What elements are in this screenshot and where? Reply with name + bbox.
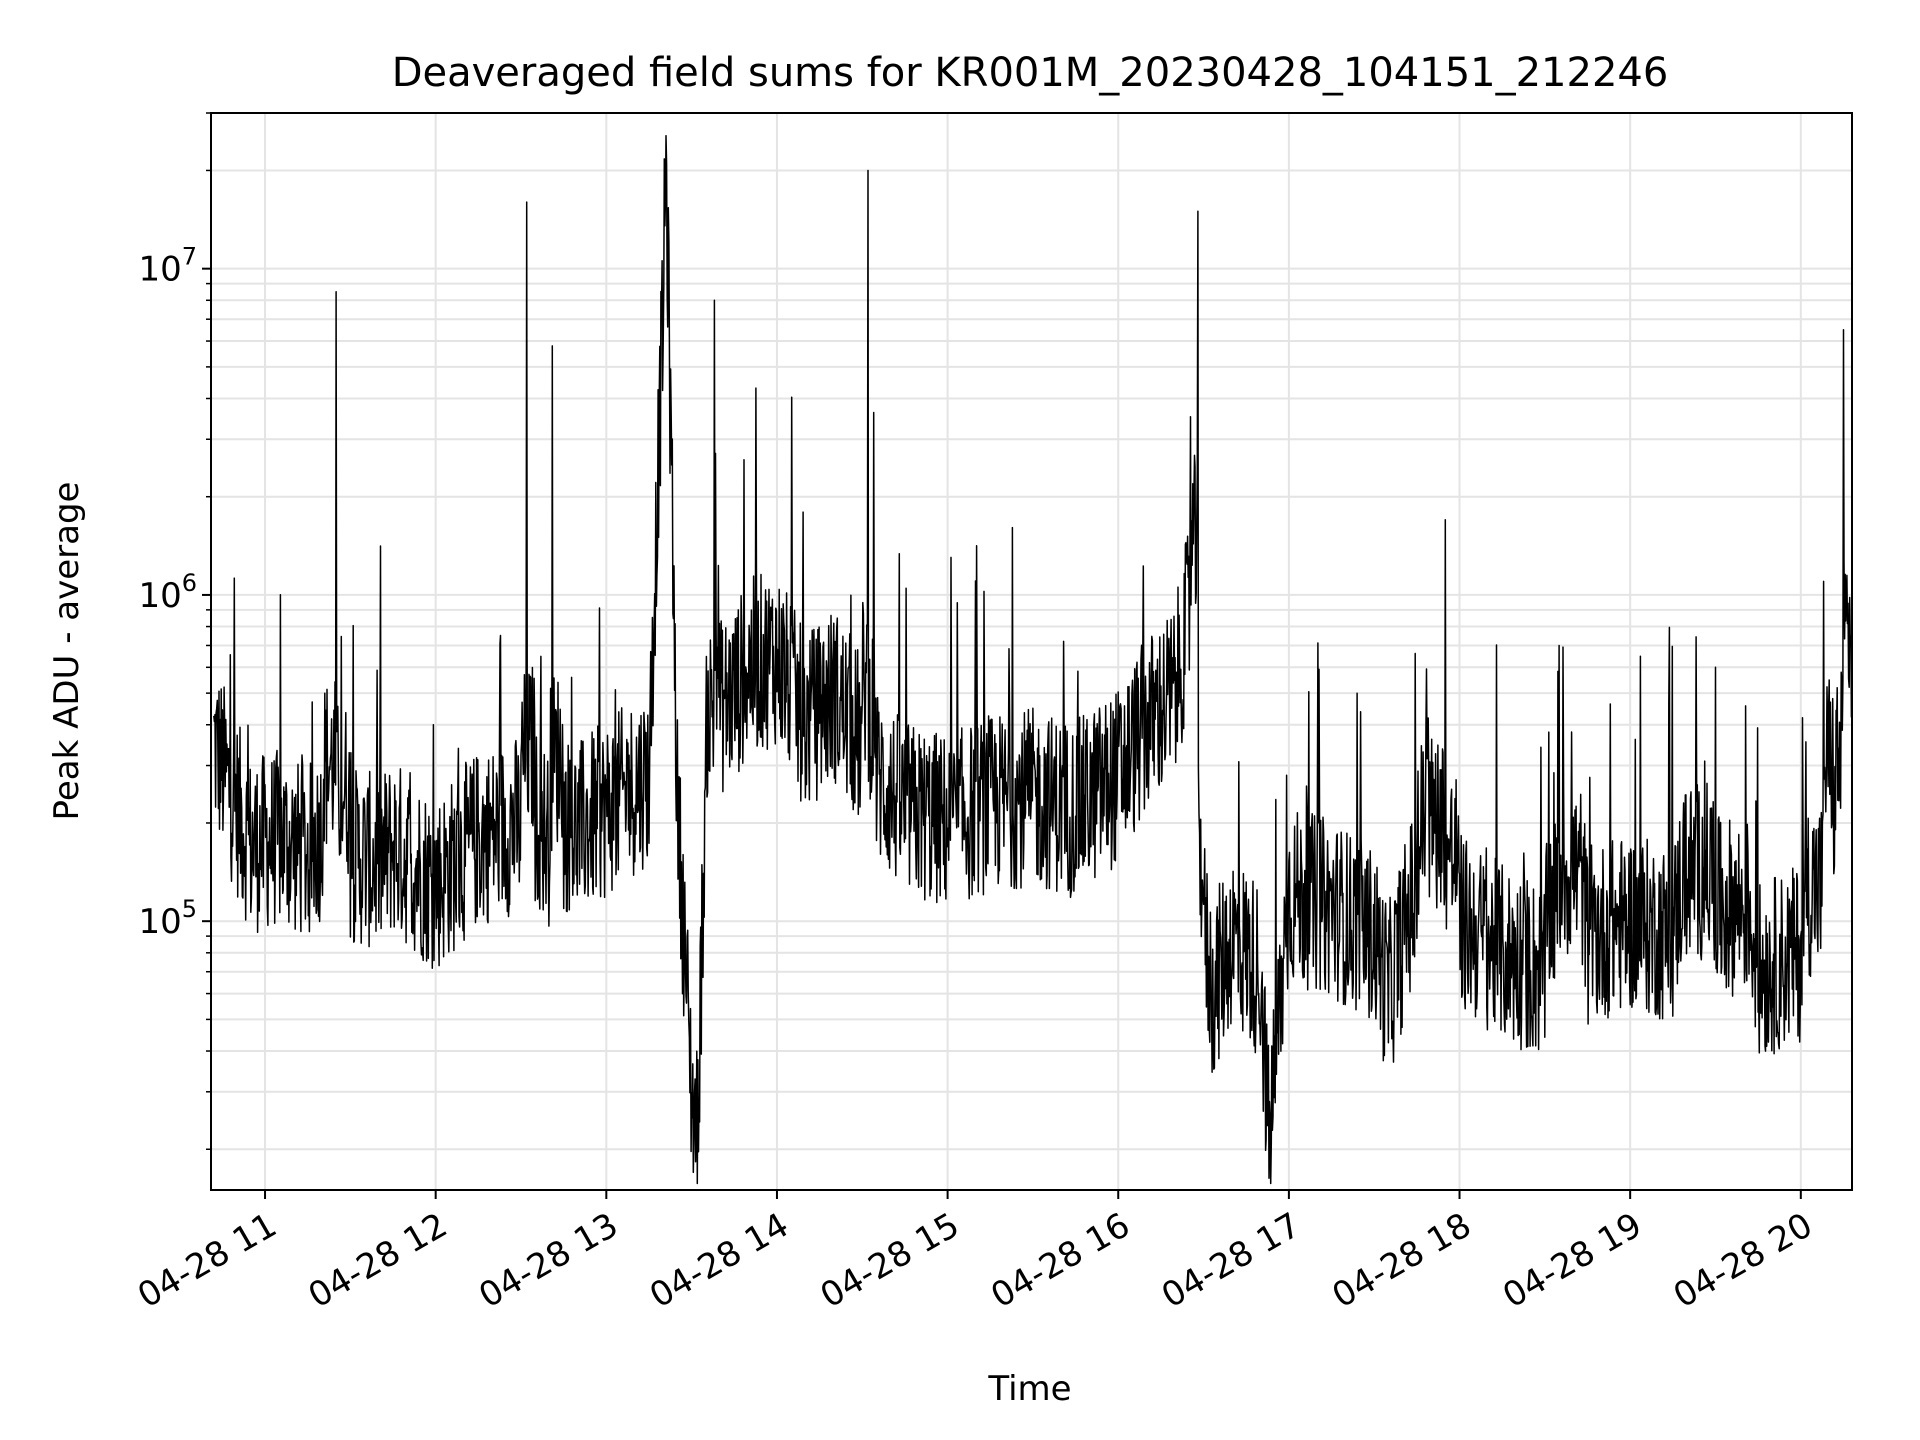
- series-layer: [213, 134, 1853, 1185]
- y-axis: 105 106 107: [138, 112, 211, 1150]
- y-tick-label: 105: [138, 895, 197, 942]
- y-axis-label: Peak ADU - average: [47, 482, 87, 821]
- y-tick-label: 106: [138, 569, 197, 616]
- x-axis-label: Time: [987, 1369, 1071, 1409]
- plot-frame: [210, 112, 1853, 1191]
- series-line: [213, 134, 1853, 1185]
- y-tick-label: 107: [138, 243, 197, 290]
- chart-title: Deaveraged field sums for KR001M_2023042…: [392, 50, 1669, 96]
